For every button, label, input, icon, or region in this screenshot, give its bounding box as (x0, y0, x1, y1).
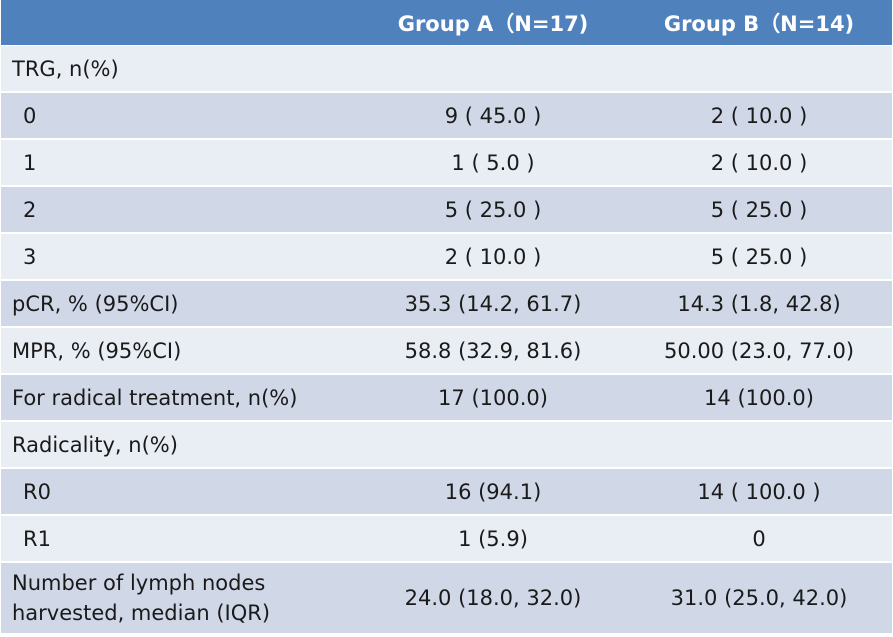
row-label: MPR, % (95%CI) (1, 327, 360, 375)
group-a-value: 1 ( 5.0 ) (360, 139, 626, 187)
group-b-value: 5 ( 25.0 ) (626, 233, 892, 281)
header-group-a: Group A（N=17) (360, 0, 626, 46)
row-label: For radical treatment, n(%) (1, 374, 360, 422)
group-b-value: 50.00 (23.0, 77.0) (626, 327, 892, 375)
header-row: Group A（N=17) Group B（N=14) (1, 0, 892, 46)
row-label: R0 (1, 468, 360, 516)
table-row: 2 5 ( 25.0 ) 5 ( 25.0 ) (1, 186, 892, 234)
group-b-value (626, 421, 892, 469)
group-a-value: 5 ( 25.0 ) (360, 186, 626, 234)
row-label: Radicality, n(%) (1, 421, 360, 469)
group-b-value: 14 ( 100.0 ) (626, 468, 892, 516)
table-row: pCR, % (95%CI) 35.3 (14.2, 61.7) 14.3 (1… (1, 280, 892, 328)
group-a-value (360, 421, 626, 469)
table-row: TRG, n(%) (1, 45, 892, 93)
group-a-value: 24.0 (18.0, 32.0) (360, 562, 626, 635)
row-label: TRG, n(%) (1, 45, 360, 93)
row-label: 2 (1, 186, 360, 234)
group-b-value: 14.3 (1.8, 42.8) (626, 280, 892, 328)
group-b-value: 2 ( 10.0 ) (626, 139, 892, 187)
group-b-value: 2 ( 10.0 ) (626, 92, 892, 140)
group-a-value: 58.8 (32.9, 81.6) (360, 327, 626, 375)
table-row: Radicality, n(%) (1, 421, 892, 469)
table-row: MPR, % (95%CI) 58.8 (32.9, 81.6) 50.00 (… (1, 327, 892, 375)
table-row: Number of lymph nodes harvested, median … (1, 562, 892, 635)
group-a-value: 17 (100.0) (360, 374, 626, 422)
row-label: Number of lymph nodes harvested, median … (1, 562, 360, 635)
group-a-value: 2 ( 10.0 ) (360, 233, 626, 281)
group-b-value: 5 ( 25.0 ) (626, 186, 892, 234)
group-a-value (360, 45, 626, 93)
table-row: R0 16 (94.1) 14 ( 100.0 ) (1, 468, 892, 516)
table-row: 3 2 ( 10.0 ) 5 ( 25.0 ) (1, 233, 892, 281)
row-label: R1 (1, 515, 360, 563)
header-group-b: Group B（N=14) (626, 0, 892, 46)
group-a-value: 35.3 (14.2, 61.7) (360, 280, 626, 328)
table-row: 0 9 ( 45.0 ) 2 ( 10.0 ) (1, 92, 892, 140)
row-label: pCR, % (95%CI) (1, 280, 360, 328)
row-label: 0 (1, 92, 360, 140)
group-a-value: 1 (5.9) (360, 515, 626, 563)
group-b-value: 0 (626, 515, 892, 563)
table-row: For radical treatment, n(%) 17 (100.0) 1… (1, 374, 892, 422)
group-b-value: 14 (100.0) (626, 374, 892, 422)
table-row: 1 1 ( 5.0 ) 2 ( 10.0 ) (1, 139, 892, 187)
group-a-value: 16 (94.1) (360, 468, 626, 516)
row-label: 3 (1, 233, 360, 281)
header-label-cell (1, 0, 360, 46)
row-label: 1 (1, 139, 360, 187)
group-a-value: 9 ( 45.0 ) (360, 92, 626, 140)
group-b-value: 31.0 (25.0, 42.0) (626, 562, 892, 635)
group-b-value (626, 45, 892, 93)
table-row: R1 1 (5.9) 0 (1, 515, 892, 563)
